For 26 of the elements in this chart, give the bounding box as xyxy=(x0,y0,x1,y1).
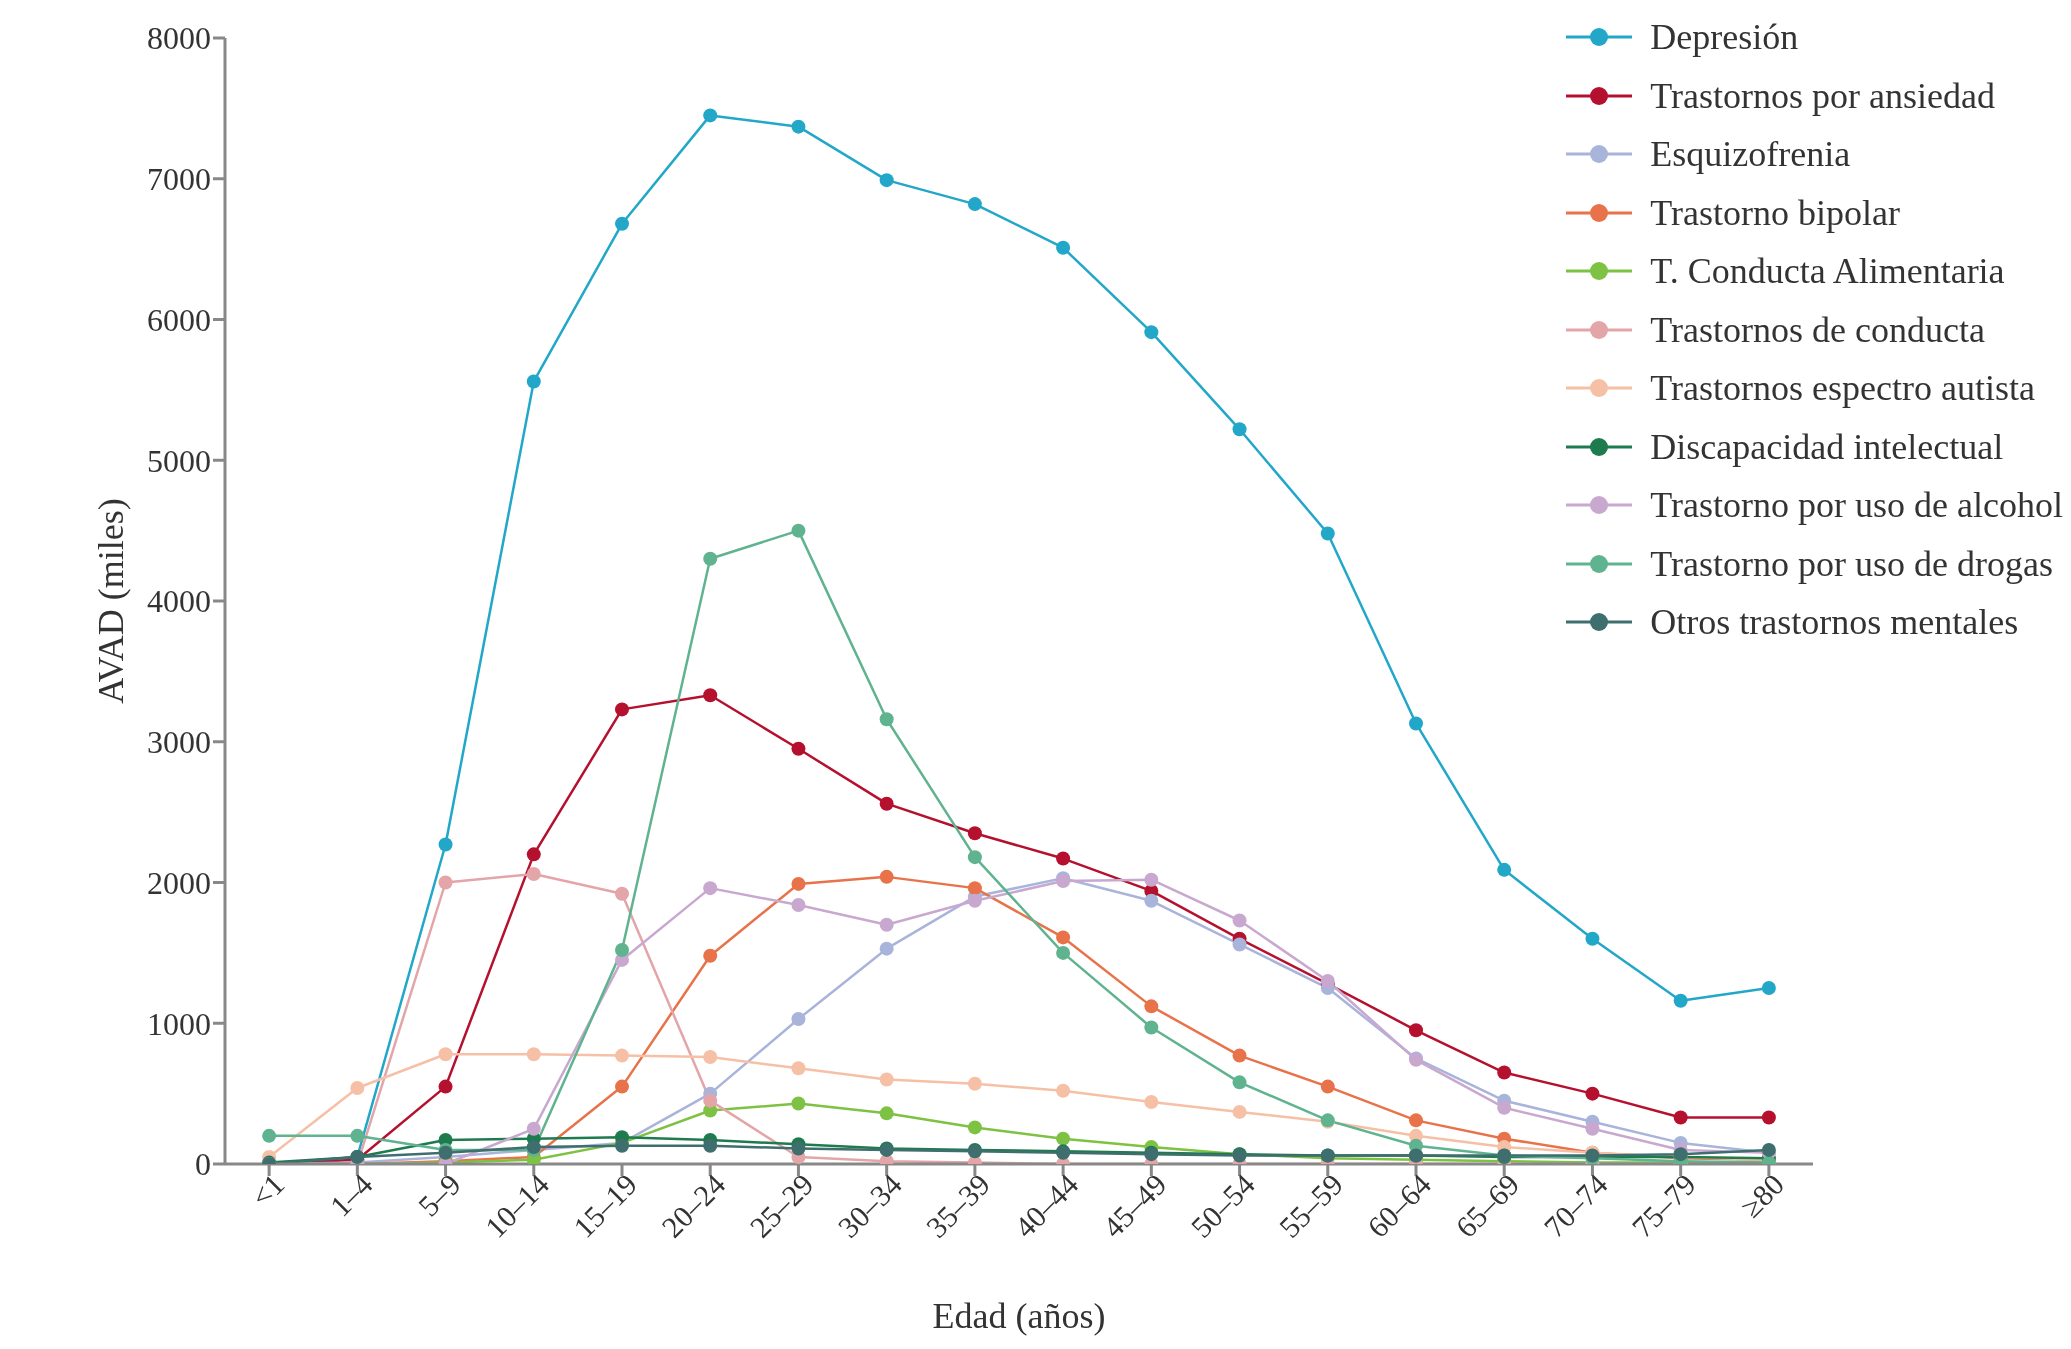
legend-label: Discapacidad intelectual xyxy=(1650,425,2004,469)
y-axis-title: AVAD (miles) xyxy=(90,498,131,704)
x-axis-title: Edad (años) xyxy=(932,1296,1106,1336)
legend-label: T. Conducta Alimentaria xyxy=(1650,250,2005,293)
legend-label: Trastornos de conducta xyxy=(1650,308,1985,352)
y-tick-label: 0 xyxy=(195,1146,211,1183)
y-tick-label: 5000 xyxy=(147,442,211,479)
x-tick-label: 1–4 xyxy=(323,1167,379,1223)
legend-label: Trastorno por uso de alcohol xyxy=(1650,484,2063,527)
y-tick-label: 2000 xyxy=(147,864,211,901)
legend-label: Trastorno por uso de drogas xyxy=(1650,542,2054,586)
y-tick-label: 4000 xyxy=(147,583,211,620)
legend-label: Trastornos espectro autista xyxy=(1650,367,2035,410)
y-tick-label: 1000 xyxy=(147,1005,211,1042)
legend-label: Trastorno bipolar xyxy=(1650,191,1901,235)
x-tick-label: ≥80 xyxy=(1733,1167,1791,1224)
y-tick-label: 8000 xyxy=(147,20,211,57)
y-tick-label: 6000 xyxy=(147,301,211,338)
legend-label: Esquizofrenia xyxy=(1650,133,1851,176)
y-tick-label: 3000 xyxy=(147,724,211,761)
y-tick-label: 7000 xyxy=(147,161,211,198)
legend-label: Trastornos por ansiedad xyxy=(1650,74,1995,118)
x-tick-label: <1 xyxy=(244,1167,291,1214)
legend-label: Otros trastornos mentales xyxy=(1650,601,2019,644)
legend-label: Depresión xyxy=(1650,16,1799,59)
x-tick-label: 5–9 xyxy=(411,1167,467,1223)
